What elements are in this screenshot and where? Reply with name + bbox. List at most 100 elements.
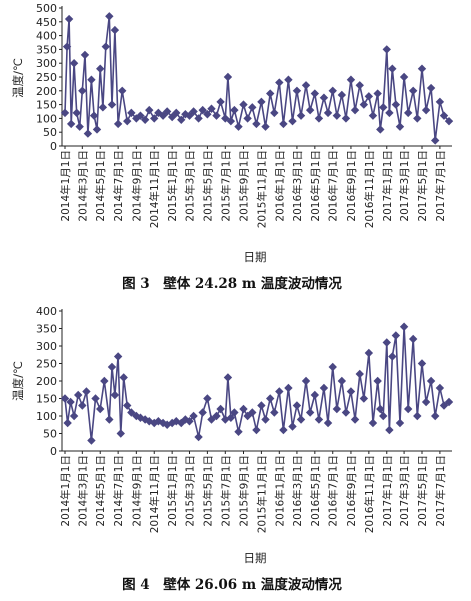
x-tick-label: 2016年11月1日 bbox=[363, 455, 376, 533]
x-tick-label: 2016年3月1日 bbox=[291, 455, 304, 527]
y-tick-label: 0 bbox=[50, 445, 57, 458]
data-point bbox=[426, 83, 436, 93]
x-tick-label: 2014年11月1日 bbox=[148, 150, 161, 228]
data-point bbox=[408, 86, 418, 95]
data-point bbox=[140, 115, 150, 124]
y-tick-label: 50 bbox=[43, 126, 57, 139]
data-point bbox=[113, 352, 123, 361]
data-point bbox=[69, 59, 79, 68]
data-point bbox=[288, 116, 297, 126]
data-point bbox=[382, 45, 391, 54]
x-tick-label: 2015年9月1日 bbox=[237, 150, 250, 222]
data-point bbox=[413, 411, 422, 421]
x-tick-label: 2015年3月1日 bbox=[183, 455, 196, 527]
data-point bbox=[305, 408, 315, 417]
data-point bbox=[275, 78, 284, 87]
data-point bbox=[98, 103, 108, 112]
data-point bbox=[91, 394, 100, 403]
data-point bbox=[234, 122, 243, 131]
data-point bbox=[337, 376, 347, 386]
data-point bbox=[203, 110, 212, 119]
data-point bbox=[379, 103, 388, 112]
data-point bbox=[239, 100, 248, 109]
data-point bbox=[207, 415, 216, 424]
data-point bbox=[189, 411, 198, 421]
data-point bbox=[105, 12, 114, 21]
data-point bbox=[301, 81, 311, 90]
y-tick-label: 500 bbox=[36, 2, 57, 15]
data-point bbox=[364, 348, 374, 358]
data-point bbox=[328, 362, 337, 372]
data-point bbox=[323, 108, 333, 118]
data-point bbox=[376, 125, 385, 134]
data-point bbox=[140, 415, 150, 424]
data-point bbox=[373, 89, 382, 98]
data-point bbox=[230, 408, 239, 417]
data-point bbox=[350, 415, 360, 424]
data-point bbox=[310, 390, 320, 400]
data-point bbox=[239, 404, 248, 414]
data-point bbox=[368, 418, 378, 428]
data-point bbox=[123, 116, 132, 126]
data-point bbox=[185, 417, 194, 426]
data-point bbox=[284, 383, 293, 393]
x-tick-label: 2017年3月1日 bbox=[398, 150, 411, 222]
data-point bbox=[127, 108, 136, 118]
data-point bbox=[212, 411, 221, 421]
data-point bbox=[223, 72, 233, 82]
data-point bbox=[101, 42, 111, 51]
data-point bbox=[417, 359, 427, 368]
data-point bbox=[150, 114, 159, 123]
data-point bbox=[385, 425, 394, 435]
y-tick-label: 350 bbox=[36, 323, 57, 336]
data-point bbox=[212, 111, 221, 120]
x-tick-label: 2016年7月1日 bbox=[327, 455, 340, 527]
data-point bbox=[145, 105, 154, 115]
y-tick-label: 300 bbox=[36, 340, 57, 353]
data-point bbox=[314, 415, 324, 424]
data-point bbox=[107, 100, 117, 109]
series-line bbox=[64, 325, 450, 442]
data-point bbox=[382, 338, 391, 347]
data-point bbox=[96, 64, 105, 73]
x-tick-label: 2014年9月1日 bbox=[130, 455, 143, 527]
x-tick-label: 2017年1月1日 bbox=[381, 455, 394, 527]
data-point bbox=[431, 411, 440, 421]
data-point bbox=[408, 334, 418, 344]
x-tick-label: 2017年1月1日 bbox=[381, 150, 394, 222]
data-point bbox=[403, 404, 413, 414]
data-point bbox=[181, 415, 190, 424]
y-tick-label: 250 bbox=[36, 71, 57, 84]
x-axis-title: 日期 bbox=[244, 551, 267, 565]
series-points bbox=[60, 322, 454, 445]
data-point bbox=[421, 105, 431, 115]
data-point bbox=[123, 401, 132, 410]
x-tick-label: 2014年5月1日 bbox=[94, 150, 107, 222]
data-point bbox=[403, 108, 413, 118]
data-point bbox=[279, 425, 288, 435]
data-point bbox=[421, 397, 431, 407]
data-point bbox=[87, 75, 96, 84]
x-tick-label: 2015年1月1日 bbox=[166, 150, 179, 222]
data-point bbox=[275, 387, 284, 396]
data-point bbox=[257, 97, 266, 107]
data-point bbox=[261, 415, 270, 424]
data-point bbox=[426, 376, 436, 386]
y-tick-label: 200 bbox=[36, 375, 57, 388]
data-point bbox=[172, 108, 181, 118]
data-point bbox=[310, 89, 320, 98]
y-tick-label: 200 bbox=[36, 85, 57, 98]
data-point bbox=[435, 97, 445, 107]
data-point bbox=[439, 401, 449, 410]
data-point bbox=[181, 110, 190, 119]
data-point bbox=[391, 331, 401, 340]
data-point bbox=[105, 415, 114, 424]
y-tick-label: 350 bbox=[36, 43, 57, 56]
x-tick-label: 2014年9月1日 bbox=[130, 150, 143, 222]
y-tick-label: 400 bbox=[36, 305, 57, 318]
data-point bbox=[100, 376, 109, 386]
data-point bbox=[113, 119, 123, 129]
